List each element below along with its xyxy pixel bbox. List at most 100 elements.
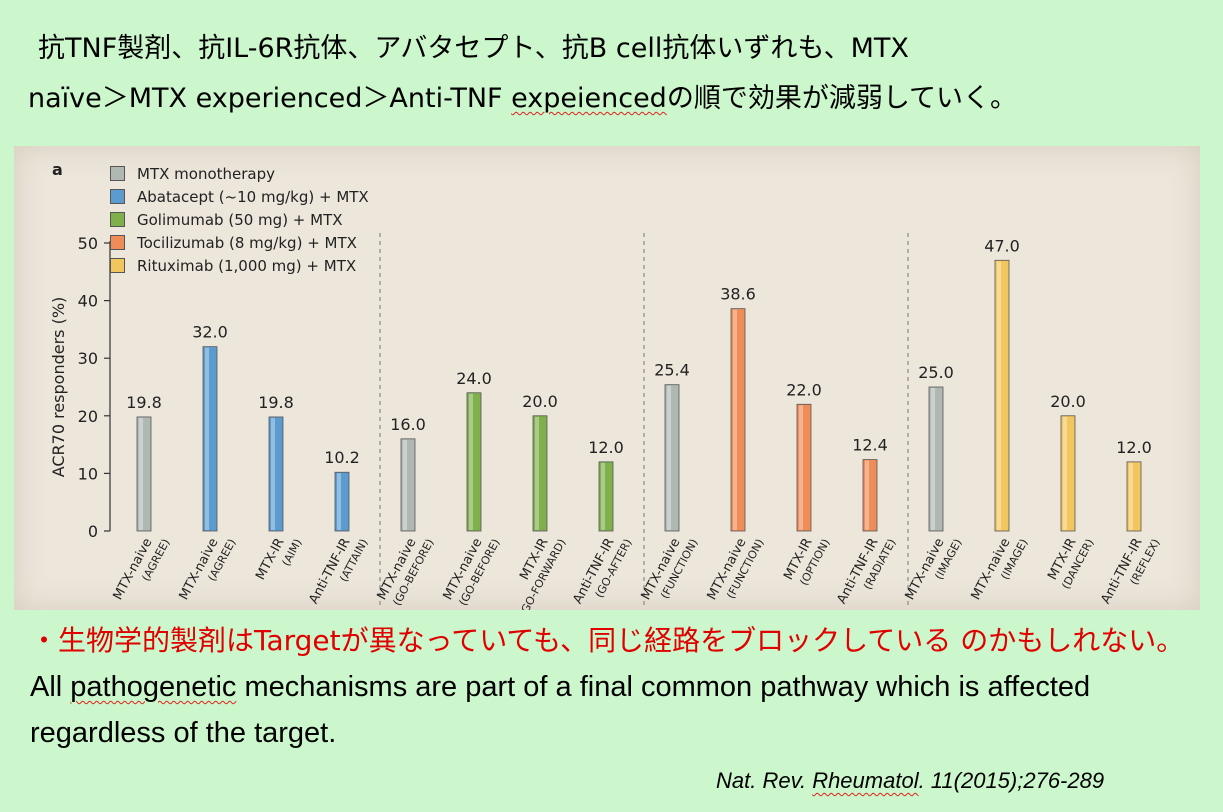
bar [1126,461,1142,532]
x-tick-label: MTX-naive(AGREE) [111,529,173,610]
bar [796,403,812,532]
bar-value-label: 12.0 [588,438,624,457]
title-line-2: naïve＞MTX experienced＞Anti-TNF expeience… [28,74,1208,124]
bar-value-label: 19.8 [258,393,294,412]
bar [928,386,944,532]
legend-item: Rituximab (1,000 mg) + MTX [110,254,369,277]
legend-swatch [110,258,125,273]
bar [334,471,350,532]
bar-highlight [799,405,803,530]
bullet-text: ・生物学的製剤はTargetが異なっていても、同じ経路をブロックしている のかも… [30,618,1190,756]
bar [532,415,548,532]
bullet-english-pre: All [30,671,71,703]
bar [466,392,482,532]
bar [268,416,284,532]
x-tick-label: MTX-naive(IMAGE) [903,529,965,610]
bullet-english: All pathogenetic mechanisms are part of … [30,671,1090,749]
citation: Nat. Rev. Rheumatol. 11(2015);276-289 [716,768,1104,794]
x-tick-label: MTX-naive(GO-BEFORE) [441,529,503,610]
x-tick-label: MTX-naive(IMAGE) [969,529,1031,610]
bar [598,461,614,532]
bar-value-label: 20.0 [1050,392,1086,411]
bar-value-label: 22.0 [786,380,822,399]
x-tick-label: MTX-IR(AIM) [253,529,304,590]
x-tick-label: MTX-IR(GO-FORWARD) [502,529,569,610]
citation-journal: Rheumatol [812,768,919,793]
bullet-english-misspelled-word: pathogenetic [70,671,237,703]
y-axis-label: ACR70 responders (%) [49,297,68,478]
bar-highlight [271,417,275,530]
bar-highlight [667,385,671,530]
title-line-2-part-a: naïve＞MTX experienced＞Anti-TNF [28,83,512,114]
bar-highlight [205,347,209,530]
bar [136,416,152,532]
x-tick-label: Anti-TNF-IR(ATTAIN) [306,529,370,610]
x-tick-label: Anti-TNF-IR(GO-AFTER) [570,529,634,610]
x-tick-label: MTX-IR(DANCER) [1044,529,1096,592]
bar-value-label: 16.0 [390,415,426,434]
legend-swatch [110,235,125,250]
bar-value-label: 25.4 [654,361,690,380]
y-tick-label: 20 [78,407,98,426]
bar [1060,415,1076,532]
bullet-japanese: ・生物学的製剤はTargetが異なっていても、同じ経路をブロックしている のかも… [30,624,1185,657]
x-tick-label: Anti-TNF-IR(REFLEX) [1098,529,1162,610]
bar [202,346,218,532]
bar-value-label: 10.2 [324,448,360,467]
bar-value-label: 32.0 [192,323,228,342]
bar-highlight [931,388,935,530]
legend-label: MTX monotherapy [137,164,275,183]
legend-label: Abatacept (~10 mg/kg) + MTX [137,187,369,206]
bar-highlight [733,309,737,530]
bar-highlight [997,261,1001,530]
citation-post: . 11(2015);276-289 [918,768,1105,793]
chart-legend: MTX monotherapy Abatacept (~10 mg/kg) + M… [110,162,369,277]
x-tick-label: MTX-naive(GO-BEFORE) [375,529,437,610]
bar-value-label: 24.0 [456,369,492,388]
bar-value-label: 20.0 [522,392,558,411]
bar-value-label: 12.4 [852,436,888,455]
legend-label: Golimumab (50 mg) + MTX [137,210,343,229]
bar-highlight [535,416,539,530]
bar-value-label: 25.0 [918,363,954,382]
bar-value-label: 38.6 [720,285,756,304]
bar-highlight [865,460,869,530]
citation-pre: Nat. Rev. [716,768,813,793]
bar-highlight [403,439,407,530]
bullet-english-post: mechanisms are part of a final common pa… [30,671,1091,749]
x-tick-label: MTX-IR(OPTION) [781,529,832,590]
panel-letter: a [52,160,63,179]
legend-item: MTX monotherapy [110,162,369,185]
bar-highlight [469,393,473,530]
legend-swatch [110,189,125,204]
y-tick-label: 30 [78,349,98,368]
bar [862,459,878,532]
legend-item: Tocilizumab (8 mg/kg) + MTX [110,231,369,254]
legend-item: Golimumab (50 mg) + MTX [110,208,369,231]
legend-label: Rituximab (1,000 mg) + MTX [137,256,357,275]
x-tick-label: MTX-naive(AGREE) [177,529,239,610]
y-tick-label: 40 [78,292,98,311]
figure-panel: 0 10 20 30 40 50 ACR70 responders (%) 19.8 MTX-n… [14,146,1200,610]
bar-highlight [1129,462,1133,530]
bar-highlight [337,473,341,530]
y-tick-label: 0 [88,522,98,541]
title-line-2-misspelled-word: expeienced [511,83,667,114]
bar [730,308,746,532]
bar-highlight [601,462,605,530]
legend-swatch [110,166,125,181]
slide-title: 抗TNF製剤、抗IL-6R抗体、アバタセプト、抗B cell抗体いずれも、MTX… [28,24,1208,124]
legend-item: Abatacept (~10 mg/kg) + MTX [110,185,369,208]
legend-label: Tocilizumab (8 mg/kg) + MTX [137,233,357,252]
title-line-1: 抗TNF製剤、抗IL-6R抗体、アバタセプト、抗B cell抗体いずれも、MTX [38,33,909,64]
x-tick-label: Anti-TNF-IR(RADIATE) [834,529,898,610]
y-tick-label: 10 [78,464,98,483]
x-tick-label: MTX-naive(FUNCTION) [639,529,701,610]
y-tick-label: 50 [78,234,98,253]
acr70-bar-chart: 0 10 20 30 40 50 ACR70 responders (%) 19.8 MTX-n… [49,233,1163,610]
legend-swatch [110,212,125,227]
bar-value-label: 19.8 [126,393,162,412]
title-line-2-part-c: の順で効果が減弱していく。 [666,83,1018,114]
bar-highlight [1063,416,1067,530]
bar [664,384,680,532]
